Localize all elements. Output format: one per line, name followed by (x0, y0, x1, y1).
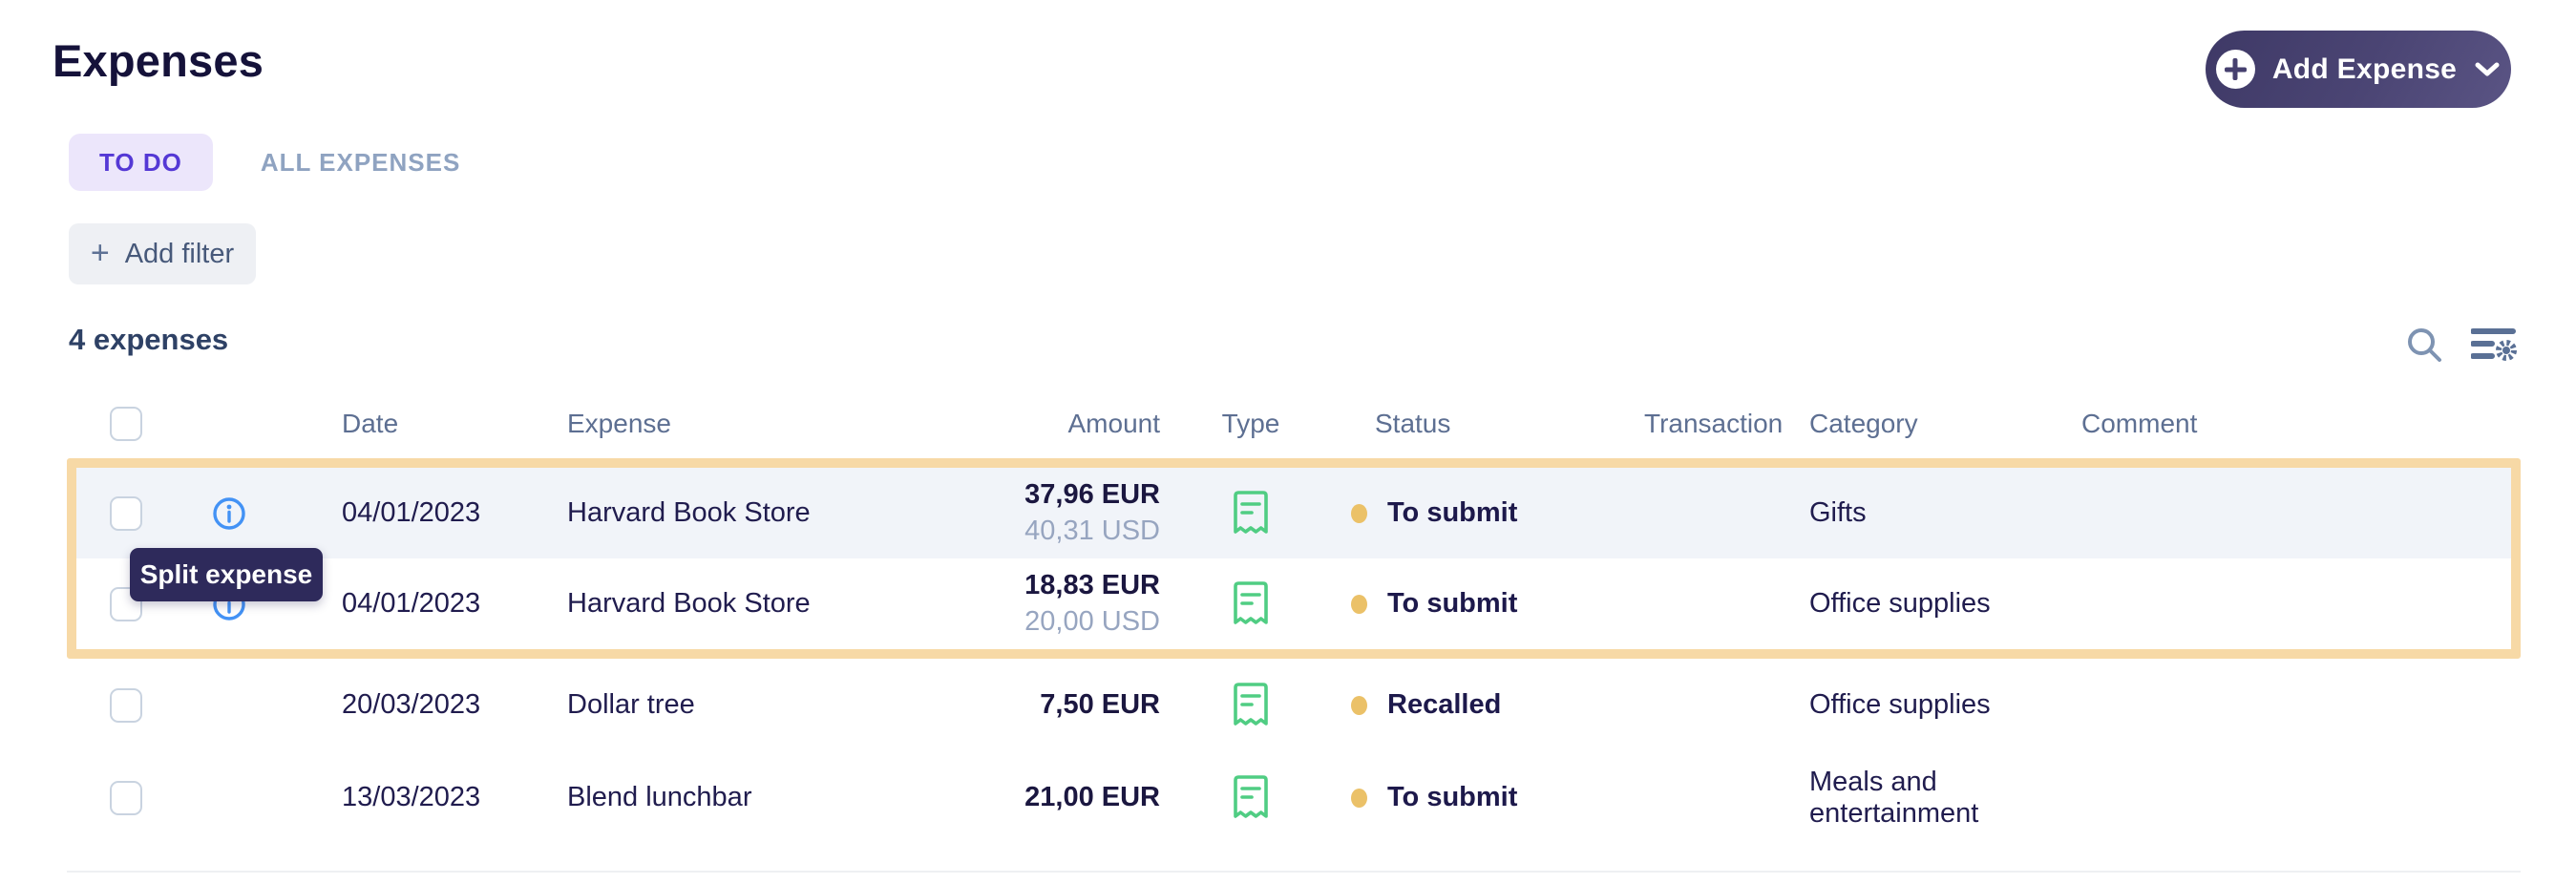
amount-primary: 21,00 EUR (1024, 781, 1160, 812)
cell-date: 04/01/2023 (342, 588, 481, 619)
table-row[interactable]: 13/03/2023 Blend lunchbar 21,00 EUR To s… (67, 751, 2521, 844)
table-row[interactable]: 04/01/2023 Harvard Book Store 37,96 EUR … (76, 468, 2511, 558)
table-row[interactable]: 20/03/2023 Dollar tree 7,50 EUR Recalled (67, 659, 2521, 751)
add-filter-button[interactable]: + Add filter (69, 223, 256, 284)
cell-expense: Blend lunchbar (567, 782, 752, 812)
split-expense-tooltip: Split expense (130, 548, 323, 601)
status-label: To submit (1387, 497, 1518, 528)
plus-circle-icon (2215, 50, 2255, 89)
column-header-status: Status (1375, 409, 1451, 438)
tab-bar: TO DO ALL EXPENSES (69, 134, 460, 191)
row-checkbox[interactable] (110, 495, 142, 531)
add-filter-label: Add filter (124, 238, 235, 269)
table-row[interactable]: 04/01/2023 Harvard Book Store 18,83 EUR … (76, 558, 2511, 649)
cell-expense: Dollar tree (567, 689, 695, 720)
status-label: To submit (1387, 588, 1518, 619)
column-header-type: Type (1221, 409, 1280, 438)
add-expense-label: Add Expense (2271, 53, 2458, 85)
table-header-row: Date Expense Amount Type Status Transact… (67, 394, 2521, 453)
expense-count: 4 expenses (69, 323, 229, 356)
receipt-icon[interactable] (1231, 682, 1271, 729)
split-expense-highlight-group: 04/01/2023 Harvard Book Store 37,96 EUR … (67, 458, 2521, 659)
row-checkbox[interactable] (110, 687, 142, 723)
status-dot (1351, 788, 1367, 808)
status-label: To submit (1387, 782, 1518, 812)
table-body: 20/03/2023 Dollar tree 7,50 EUR Recalled (67, 659, 2521, 844)
plus-icon: + (90, 234, 110, 271)
amount-primary: 18,83 EUR (1024, 569, 1160, 600)
cell-expense: Harvard Book Store (567, 497, 811, 528)
list-settings-button[interactable] (2471, 326, 2519, 363)
page-title: Expenses (53, 35, 264, 86)
receipt-icon[interactable] (1231, 580, 1271, 628)
status-dot (1351, 695, 1367, 715)
cell-date: 20/03/2023 (342, 689, 481, 720)
amount-primary: 7,50 EUR (1040, 688, 1160, 720)
chevron-down-icon (2475, 62, 2500, 75)
amount-primary: 37,96 EUR (1024, 478, 1160, 510)
list-tools (2404, 325, 2519, 365)
amount-secondary: 40,31 USD (1024, 515, 1160, 546)
add-expense-button[interactable]: Add Expense (2206, 31, 2511, 108)
tab-to-do[interactable]: TO DO (69, 134, 213, 191)
status-label: Recalled (1387, 689, 1502, 720)
cell-category: Office supplies (1809, 689, 1991, 720)
receipt-icon[interactable] (1231, 774, 1271, 822)
column-header-expense: Expense (567, 409, 671, 438)
column-header-amount: Amount (1067, 409, 1161, 438)
status-dot (1351, 503, 1367, 523)
tab-all-expenses[interactable]: ALL EXPENSES (260, 147, 461, 177)
column-header-comment: Comment (2081, 409, 2198, 438)
split-expense-info-icon[interactable] (212, 496, 246, 531)
cell-category: Gifts (1809, 497, 1867, 528)
column-header-transaction: Transaction (1644, 409, 1784, 438)
row-checkbox[interactable] (110, 780, 142, 815)
cell-date: 13/03/2023 (342, 782, 481, 812)
receipt-icon[interactable] (1231, 490, 1271, 537)
column-header-date: Date (342, 409, 399, 438)
search-button[interactable] (2404, 325, 2444, 365)
cell-date: 04/01/2023 (342, 497, 481, 528)
cell-expense: Harvard Book Store (567, 588, 811, 619)
cell-category: Meals and entertainment (1809, 766, 1979, 829)
search-icon (2408, 328, 2441, 362)
cell-category: Office supplies (1809, 588, 1991, 619)
table-bottom-divider (67, 871, 2521, 873)
list-settings-gear-icon (2471, 328, 2517, 361)
select-all-checkbox[interactable] (110, 407, 142, 441)
amount-secondary: 20,00 USD (1024, 605, 1160, 637)
status-dot (1351, 594, 1367, 614)
expenses-table: Date Expense Amount Type Status Transact… (67, 394, 2521, 873)
column-header-category: Category (1809, 409, 1918, 438)
